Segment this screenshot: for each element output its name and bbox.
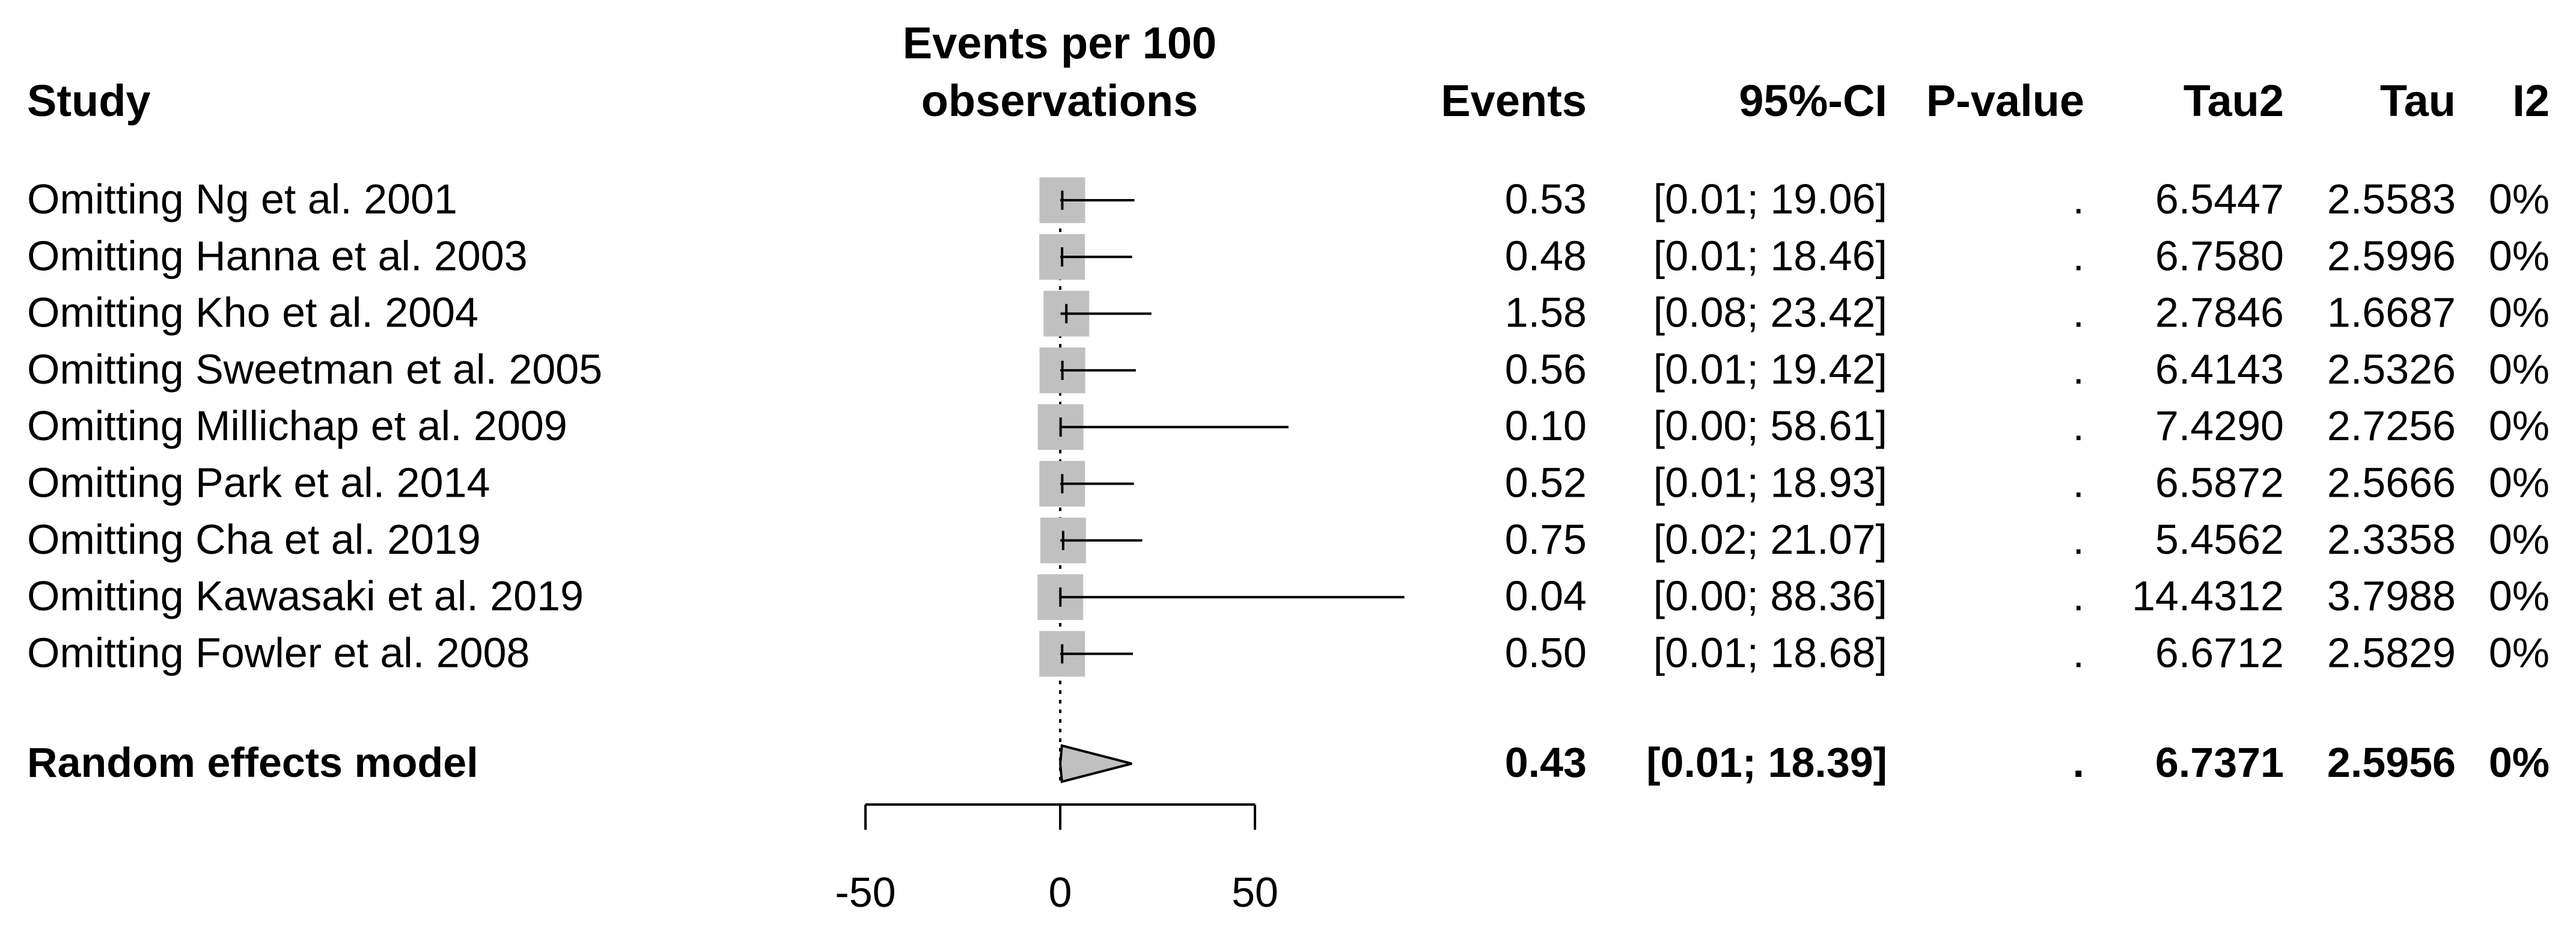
table-row: Omitting Millichap et al. 2009 0.10 [0.00;… xyxy=(27,402,2550,450)
study-label: Omitting Sweetman et al. 2005 xyxy=(27,346,602,393)
p-value: . xyxy=(2073,232,2084,279)
x-tick-label: 50 xyxy=(1232,869,1278,916)
tau-value: 2.7256 xyxy=(2327,402,2456,449)
tau-value: 2.5829 xyxy=(2327,629,2456,676)
tau2-value: 2.7846 xyxy=(2155,289,2284,336)
i2-value: 0% xyxy=(2489,232,2550,279)
tau-value: 2.5666 xyxy=(2327,459,2456,506)
summary-label: Random effects model xyxy=(27,739,478,786)
tau2-value: 5.4562 xyxy=(2155,516,2284,563)
ci-value: [0.00; 88.36] xyxy=(1653,572,1887,619)
study-label: Omitting Park et al. 2014 xyxy=(27,459,490,506)
header-i2: I2 xyxy=(2512,76,2550,126)
events-value: 0.75 xyxy=(1505,516,1587,563)
header-ci: 95%-CI xyxy=(1739,76,1887,126)
events-value: 1.58 xyxy=(1505,289,1587,336)
table-header: Study Events per 100 observations Events… xyxy=(27,18,2550,126)
study-label: Omitting Kho et al. 2004 xyxy=(27,289,478,336)
p-value: . xyxy=(2073,629,2084,676)
p-value: . xyxy=(2073,176,2084,222)
table-row: Omitting Kho et al. 2004 1.58 [0.08; 23.42… xyxy=(27,289,2550,337)
study-label: Omitting Fowler et al. 2008 xyxy=(27,629,530,676)
events-value: 0.10 xyxy=(1505,402,1587,449)
i2-value: 0% xyxy=(2489,629,2550,676)
ci-value: [0.01; 18.93] xyxy=(1653,459,1887,506)
tau2-value: 6.7580 xyxy=(2155,232,2284,279)
x-axis: -50 0 50 xyxy=(835,803,1278,916)
events-value: 0.48 xyxy=(1505,232,1587,279)
events-value: 0.04 xyxy=(1505,572,1587,619)
i2-value: 0% xyxy=(2489,289,2550,336)
summary-i2: 0% xyxy=(2489,739,2550,786)
axis-title-line-2: observations xyxy=(921,76,1198,126)
tau-value: 3.7988 xyxy=(2327,572,2456,619)
i2-value: 0% xyxy=(2489,402,2550,449)
events-value: 0.53 xyxy=(1505,176,1587,222)
tau2-value: 14.4312 xyxy=(2132,572,2284,619)
ci-value: [0.01; 19.06] xyxy=(1653,176,1887,222)
i2-value: 0% xyxy=(2489,459,2550,506)
study-label: Omitting Kawasaki et al. 2019 xyxy=(27,572,584,619)
table-row: Omitting Kawasaki et al. 2019 0.04 [0.00; … xyxy=(27,572,2550,621)
header-p-value: P-value xyxy=(1926,76,2084,126)
tau-value: 2.5326 xyxy=(2327,346,2456,393)
i2-value: 0% xyxy=(2489,346,2550,393)
table-row: Omitting Fowler et al. 2008 0.50 [0.01; 18… xyxy=(27,629,2550,677)
axis-title-line-1: Events per 100 xyxy=(903,18,1216,68)
events-value: 0.50 xyxy=(1505,629,1587,676)
table-row: Omitting Park et al. 2014 0.52 [0.01; 18.9… xyxy=(27,459,2550,507)
tau-value: 2.5583 xyxy=(2327,176,2456,222)
tau-value: 1.6687 xyxy=(2327,289,2456,336)
summary-tau2: 6.7371 xyxy=(2155,739,2284,786)
i2-value: 0% xyxy=(2489,572,2550,619)
events-value: 0.52 xyxy=(1505,459,1587,506)
summary-events: 0.43 xyxy=(1505,739,1587,786)
header-events: Events xyxy=(1441,76,1587,126)
x-tick-label: -50 xyxy=(835,869,896,916)
study-label: Omitting Ng et al. 2001 xyxy=(27,176,457,222)
tau-value: 2.5996 xyxy=(2327,232,2456,279)
table-row: Omitting Sweetman et al. 2005 0.56 [0.01; … xyxy=(27,346,2550,393)
p-value: . xyxy=(2073,289,2084,336)
p-value: . xyxy=(2073,346,2084,393)
ci-value: [0.01; 18.46] xyxy=(1653,232,1887,279)
x-tick-label: 0 xyxy=(1049,869,1072,916)
study-rows: Omitting Ng et al. 2001 0.53 [0.01; 19.06]… xyxy=(27,176,2550,677)
summary-ci: [0.01; 18.39] xyxy=(1646,739,1887,786)
ci-value: [0.01; 19.42] xyxy=(1653,346,1887,393)
ci-value: [0.08; 23.42] xyxy=(1653,289,1887,336)
table-row: Omitting Ng et al. 2001 0.53 [0.01; 19.06]… xyxy=(27,176,2550,223)
p-value: . xyxy=(2073,572,2084,619)
i2-value: 0% xyxy=(2489,516,2550,563)
table-row: Omitting Hanna et al. 2003 0.48 [0.01; 18.… xyxy=(27,232,2550,280)
tau2-value: 6.5447 xyxy=(2155,176,2284,222)
p-value: . xyxy=(2073,402,2084,449)
tau-value: 2.3358 xyxy=(2327,516,2456,563)
study-label: Omitting Hanna et al. 2003 xyxy=(27,232,528,279)
summary-tau: 2.5956 xyxy=(2327,739,2456,786)
tau2-value: 6.5872 xyxy=(2155,459,2284,506)
ci-value: [0.00; 58.61] xyxy=(1653,402,1887,449)
study-label: Omitting Millichap et al. 2009 xyxy=(27,402,567,449)
ci-value: [0.01; 18.68] xyxy=(1653,629,1887,676)
table-row: Omitting Cha et al. 2019 0.75 [0.02; 21.07… xyxy=(27,516,2550,563)
summary-p-value: . xyxy=(2073,739,2084,786)
tau2-value: 6.6712 xyxy=(2155,629,2284,676)
p-value: . xyxy=(2073,459,2084,506)
header-tau2: Tau2 xyxy=(2184,76,2284,126)
study-label: Omitting Cha et al. 2019 xyxy=(27,516,481,563)
p-value: . xyxy=(2073,516,2084,563)
tau2-value: 7.4290 xyxy=(2155,402,2284,449)
tau2-value: 6.4143 xyxy=(2155,346,2284,393)
header-tau: Tau xyxy=(2380,76,2456,126)
header-study: Study xyxy=(27,76,151,126)
ci-value: [0.02; 21.07] xyxy=(1653,516,1887,563)
events-value: 0.56 xyxy=(1505,346,1587,393)
summary-diamond xyxy=(1059,744,1132,783)
i2-value: 0% xyxy=(2489,176,2550,222)
summary-row: Random effects model 0.43 [0.01; 18.39]. 6.… xyxy=(27,739,2550,786)
